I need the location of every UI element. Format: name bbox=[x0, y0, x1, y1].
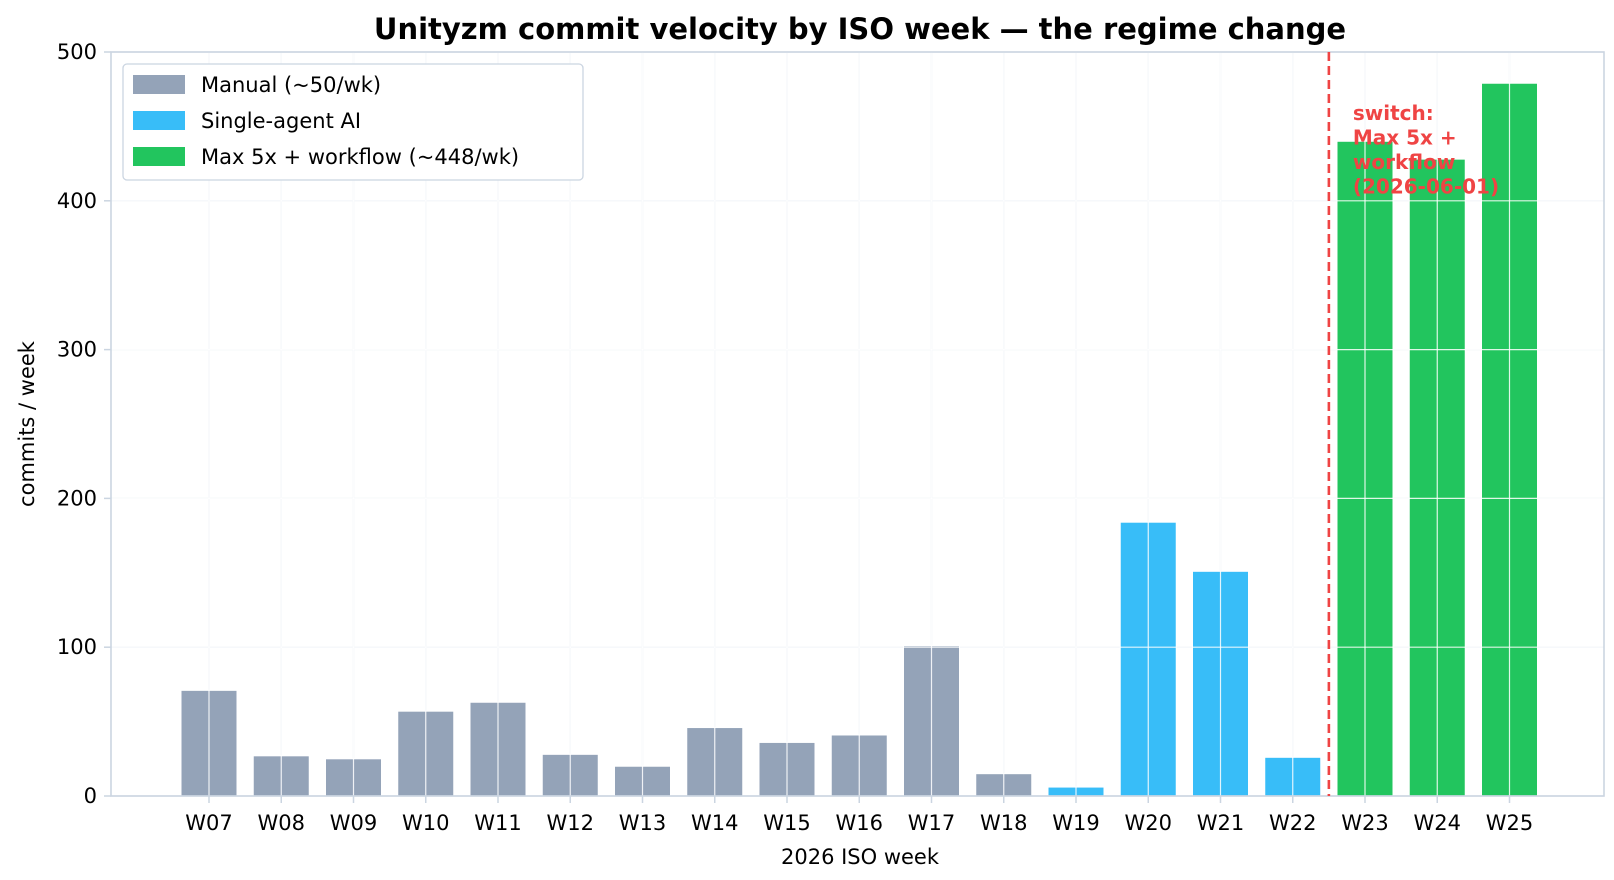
x-tick-label: W15 bbox=[763, 811, 811, 835]
switch-annotation: switch:Max 5x +workflow(2026-06-01) bbox=[1327, 52, 1499, 796]
y-tick-label: 500 bbox=[57, 40, 97, 64]
legend-label-max: Max 5x + workflow (~448/wk) bbox=[201, 145, 519, 169]
x-tick-label: W16 bbox=[836, 811, 884, 835]
x-tick-label: W09 bbox=[330, 811, 378, 835]
x-tick-label: W13 bbox=[619, 811, 667, 835]
x-tick-label: W07 bbox=[185, 811, 233, 835]
x-tick-label: W10 bbox=[402, 811, 450, 835]
x-tick-label: W19 bbox=[1052, 811, 1100, 835]
x-tick-label: W08 bbox=[258, 811, 306, 835]
y-tick-label: 200 bbox=[57, 486, 97, 510]
annotation-text: (2026-06-01) bbox=[1353, 175, 1499, 199]
annotation-text: workflow bbox=[1353, 150, 1455, 174]
y-axis-label: commits / week bbox=[15, 340, 39, 507]
chart-title: Unityzm commit velocity by ISO week — th… bbox=[374, 12, 1346, 46]
x-tick-label: W11 bbox=[474, 811, 522, 835]
legend: Manual (~50/wk) Single-agent AI Max 5x + w… bbox=[122, 63, 584, 181]
x-tick-label: W25 bbox=[1486, 811, 1534, 835]
y-tick-label: 300 bbox=[57, 338, 97, 362]
legend-box bbox=[122, 63, 584, 181]
legend-swatch-manual bbox=[133, 75, 185, 94]
legend-swatch-max bbox=[133, 147, 185, 166]
legend-swatch-single bbox=[133, 111, 185, 130]
x-tick-label: W24 bbox=[1414, 811, 1462, 835]
axes: 0 100 200 300 400 500 W07 W08 W09 W10 W11 W12 W13 W14… bbox=[57, 40, 1605, 835]
plot-frame bbox=[110, 51, 1605, 797]
annotation-text: Max 5x + bbox=[1353, 126, 1457, 150]
x-tick-label: W20 bbox=[1125, 811, 1173, 835]
x-axis-label: 2026 ISO week bbox=[781, 845, 940, 869]
x-tick-label: W17 bbox=[908, 811, 956, 835]
x-tick-label: W12 bbox=[547, 811, 595, 835]
y-tick-label: 400 bbox=[57, 189, 97, 213]
x-tick-label: W21 bbox=[1197, 811, 1245, 835]
annotation-text: switch: bbox=[1353, 101, 1434, 125]
x-tick-label: W18 bbox=[980, 811, 1028, 835]
y-tick-label: 100 bbox=[57, 635, 97, 659]
x-tick-label: W14 bbox=[691, 811, 739, 835]
x-tick-label: W22 bbox=[1269, 811, 1317, 835]
legend-label-manual: Manual (~50/wk) bbox=[201, 73, 381, 97]
legend-label-single: Single-agent AI bbox=[201, 109, 361, 133]
y-tick-label: 0 bbox=[84, 784, 97, 808]
x-tick-label: W23 bbox=[1341, 811, 1389, 835]
